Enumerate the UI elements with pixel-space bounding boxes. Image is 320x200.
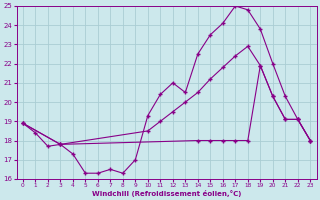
X-axis label: Windchill (Refroidissement éolien,°C): Windchill (Refroidissement éolien,°C) [92,190,241,197]
